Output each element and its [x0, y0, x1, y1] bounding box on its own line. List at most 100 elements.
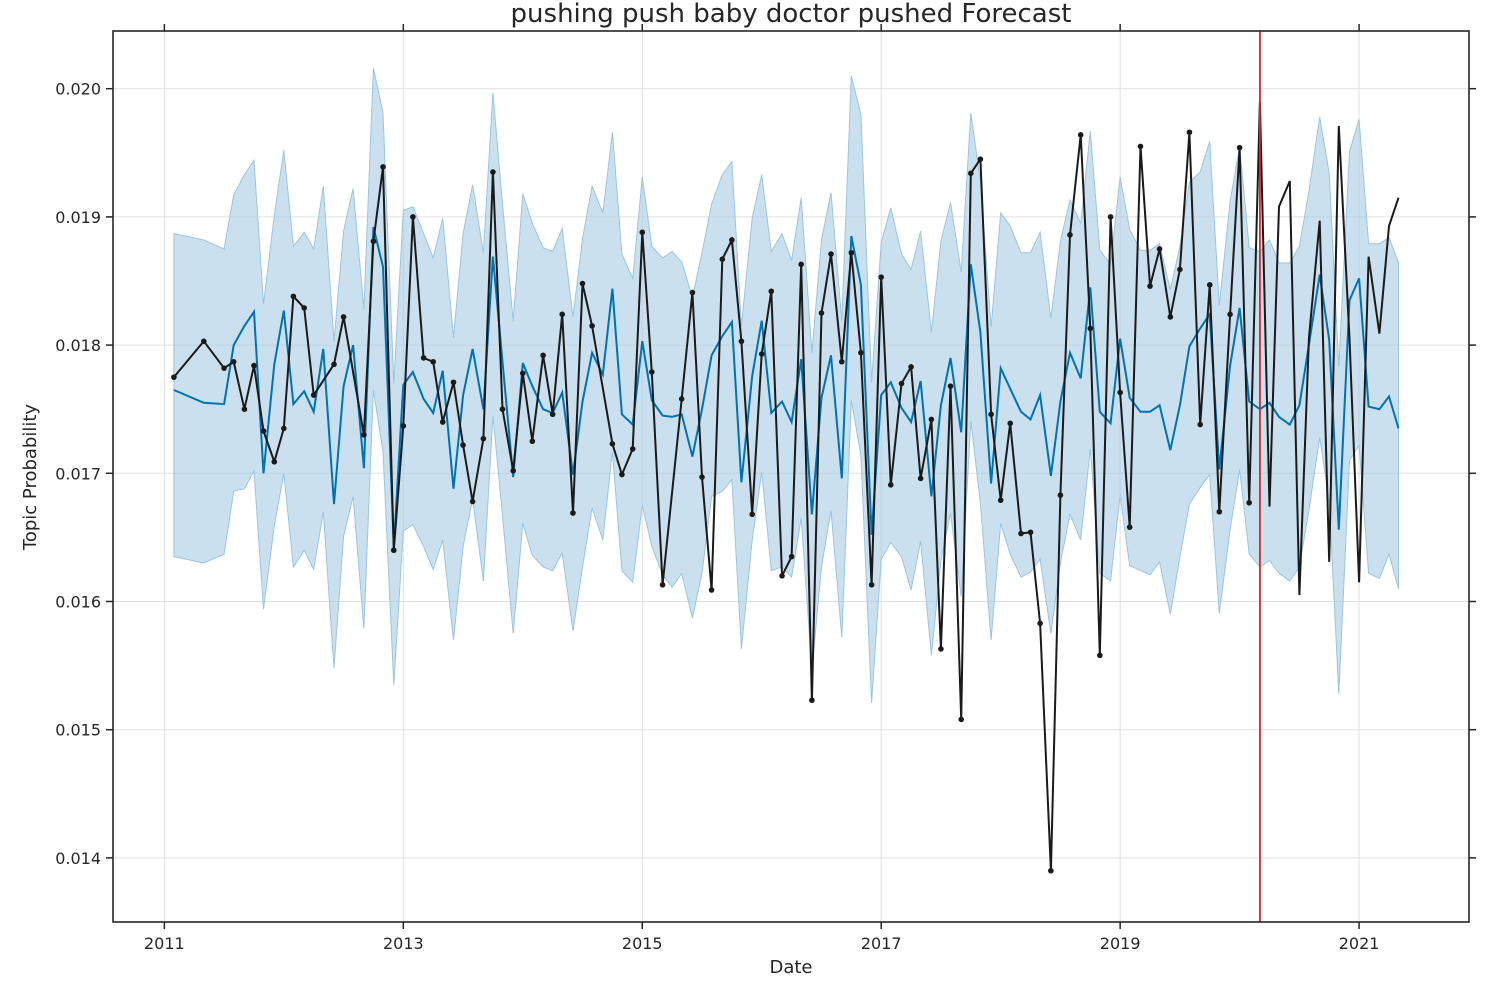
actual-point	[549, 411, 556, 418]
actual-point	[689, 289, 696, 296]
actual-point	[510, 467, 517, 474]
actual-point	[887, 482, 894, 488]
actual-point	[221, 365, 227, 371]
uncertainty-band	[173, 68, 1399, 703]
actual-point	[450, 379, 457, 386]
actual-point	[469, 498, 476, 505]
actual-point	[818, 310, 825, 316]
actual-point	[977, 156, 984, 163]
actual-point	[1107, 214, 1114, 220]
actual-point	[1057, 492, 1064, 498]
actual-point	[947, 383, 954, 389]
actual-point	[1197, 421, 1203, 428]
y-tick-labels: 0.014 0.015 0.016 0.017 0.018 0.019 0.020	[55, 80, 101, 868]
plot-frame	[112, 30, 1470, 923]
actual-point	[619, 471, 625, 478]
actual-point	[1018, 530, 1024, 537]
actual-point	[649, 369, 655, 375]
y-axis-label: Topic Probability	[20, 404, 41, 551]
actual-point	[1037, 620, 1043, 627]
actual-point	[968, 170, 974, 177]
actual-point	[241, 406, 248, 412]
y-tick-label: 0.016	[55, 592, 101, 611]
actual-point	[271, 458, 278, 465]
actual-point	[331, 361, 337, 368]
actual-point	[878, 274, 885, 280]
y-tick-label: 0.020	[55, 80, 101, 99]
actual-point	[848, 249, 855, 256]
actual-point	[729, 237, 735, 243]
actual-point	[988, 411, 994, 418]
forecast-line	[173, 226, 1400, 547]
actual-point	[171, 374, 177, 380]
actual-point	[290, 293, 297, 300]
actual-point	[908, 364, 914, 370]
actual-point	[609, 441, 616, 447]
actual-point	[828, 251, 834, 257]
actual-point	[997, 497, 1004, 504]
y-tick-label: 0.018	[55, 336, 101, 355]
actual-point	[719, 256, 726, 262]
actual-point	[361, 432, 367, 438]
actual-point	[1186, 129, 1193, 136]
actual-point	[798, 261, 804, 268]
actual-point	[678, 396, 685, 402]
actual-point	[1067, 232, 1073, 238]
actual-point	[1246, 499, 1252, 506]
actual-point	[858, 349, 864, 356]
actual-point	[1027, 529, 1034, 536]
actual-point	[281, 425, 287, 432]
actual-point	[749, 511, 755, 518]
actual-point	[917, 475, 924, 482]
actual-point	[301, 305, 307, 311]
y-tick-label: 0.019	[55, 208, 101, 227]
actual-point	[420, 355, 427, 361]
actual-point	[779, 573, 785, 579]
x-tick-label: 2015	[622, 934, 663, 953]
actual-point	[490, 169, 496, 175]
actual-point	[430, 358, 436, 365]
actual-point	[460, 442, 466, 448]
actual-point	[1206, 282, 1213, 288]
axis-ticks	[106, 24, 1476, 929]
actual-point	[768, 288, 775, 295]
actual-point	[499, 406, 506, 412]
y-tick-label: 0.015	[55, 721, 101, 740]
actual-point	[559, 311, 566, 318]
actual-point	[589, 323, 595, 329]
actual-point	[1087, 325, 1094, 332]
actual-point	[738, 338, 745, 345]
actual-points-layer	[171, 129, 1252, 874]
actual-point	[1137, 143, 1144, 150]
x-tick-label: 2019	[1100, 934, 1141, 953]
actual-point	[758, 351, 765, 357]
actual-point	[1236, 144, 1243, 151]
actual-point	[579, 280, 586, 287]
actual-point	[1227, 311, 1233, 318]
actual-point	[708, 587, 715, 593]
chart-title: pushing push baby doctor pushed Forecast	[511, 0, 1072, 29]
actual-point	[380, 164, 386, 170]
actual-point	[480, 435, 487, 442]
actual-point	[1048, 867, 1054, 874]
actual-point	[340, 314, 347, 320]
actual-point	[788, 553, 795, 560]
actual-point	[1156, 246, 1163, 252]
actual-point	[310, 392, 317, 398]
y-tick-label: 0.014	[55, 849, 101, 868]
actual-point	[230, 358, 237, 365]
actual-point	[400, 423, 407, 429]
y-tick-label: 0.017	[55, 464, 101, 483]
actual-point	[1177, 266, 1183, 273]
actual-point	[370, 238, 377, 245]
actual-point	[629, 446, 636, 452]
x-tick-labels: 2011 2013 2015 2017 2019 2021	[144, 934, 1379, 953]
actual-point	[1117, 389, 1123, 396]
actual-point	[570, 510, 576, 516]
actual-point	[1126, 524, 1133, 530]
actual-point	[809, 697, 815, 704]
x-tick-label: 2017	[861, 934, 902, 953]
actual-point	[928, 416, 935, 423]
actual-point	[410, 214, 416, 220]
